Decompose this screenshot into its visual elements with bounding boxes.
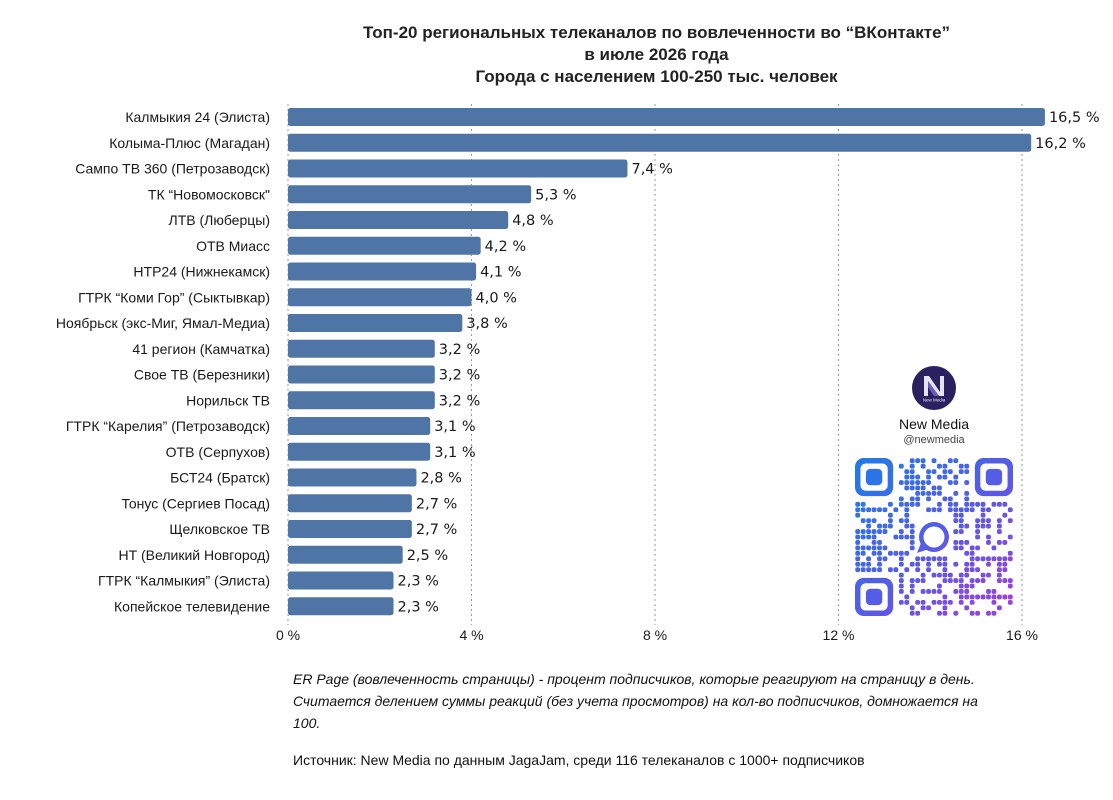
logo-text: New Media: [923, 398, 946, 403]
x-tick-label: 0 %: [276, 627, 300, 643]
value-label: 7,4 %: [631, 162, 672, 178]
category-label: ГТРК “Коми Гор” (Сыктывкар): [78, 289, 270, 305]
value-label: 2,7 %: [416, 496, 457, 512]
er-page-note: ER Page (вовлеченность страницы) - проце…: [293, 668, 1023, 734]
chart-title-line: в июле 2026 года: [584, 45, 729, 64]
value-label: 2,5 %: [407, 548, 448, 564]
bar[interactable]: [288, 185, 532, 204]
category-label: ТК “Новомосковск": [148, 186, 270, 202]
category-label: Копейское телевидение: [114, 598, 270, 614]
category-label: ГТРК “Калмыкия” (Элиста): [98, 573, 270, 589]
bar[interactable]: [288, 391, 435, 410]
category-label: ОТВ (Серпухов): [166, 444, 270, 460]
bar[interactable]: [288, 442, 431, 461]
category-label: Свое ТВ (Березники): [134, 367, 270, 383]
value-label: 4,1 %: [480, 265, 521, 281]
source-text: Источник: New Media по данным JagaJam, с…: [293, 752, 865, 768]
value-label: 16,5 %: [1049, 110, 1100, 126]
value-label: 4,0 %: [476, 290, 517, 306]
brand-card: New Media New Media @newmedia: [855, 364, 1013, 616]
bar[interactable]: [288, 571, 394, 590]
category-label: ГТРК “Карелия” (Петрозаводск): [66, 418, 270, 434]
category-label: Щелковское ТВ: [169, 521, 270, 537]
bar[interactable]: [288, 597, 394, 616]
category-label: НТ (Великий Новгород): [118, 547, 270, 563]
value-label: 3,1 %: [434, 445, 475, 461]
note-line: 100.: [293, 715, 321, 731]
bar[interactable]: [288, 108, 1045, 126]
note-line: ER Page (вовлеченность страницы) - проце…: [293, 671, 975, 687]
bar[interactable]: [288, 520, 412, 538]
bar[interactable]: [288, 339, 435, 358]
bar[interactable]: [288, 236, 481, 255]
x-axis-tick-labels: 0 % 4 % 8 % 12 % 16 %: [276, 627, 1038, 643]
bar[interactable]: [288, 545, 403, 564]
chart-title-line: Топ-20 региональных телеканалов по вовле…: [362, 23, 951, 42]
value-label: 2,3 %: [398, 574, 439, 590]
value-label: 16,2 %: [1035, 136, 1086, 152]
value-label: 4,8 %: [512, 213, 553, 229]
bar[interactable]: [288, 417, 431, 435]
brand-name: New Media: [898, 416, 970, 432]
chart-subtitle: Города с населением 100-250 тыс. человек: [475, 67, 838, 86]
value-label: 3,8 %: [466, 316, 507, 332]
bar[interactable]: [288, 314, 463, 332]
value-label: 2,8 %: [420, 471, 461, 487]
x-tick-label: 8 %: [643, 627, 667, 643]
category-label: 41 регион (Камчатка): [132, 341, 270, 357]
chart-title: Топ-20 региональных телеканалов по вовле…: [0, 22, 1113, 88]
value-label: 3,2 %: [439, 368, 480, 384]
value-label: 3,2 %: [439, 393, 480, 409]
bar[interactable]: [288, 159, 628, 178]
x-tick-label: 12 %: [823, 627, 855, 643]
category-label: БСТ24 (Братск): [170, 470, 270, 486]
bar[interactable]: [288, 288, 472, 307]
value-labels: 16,5 % 16,2 % 7,4 % 5,3 % 4,8 % 4,2 % 4,1 % 4,0…: [398, 110, 1100, 615]
qr-code-icon[interactable]: [855, 458, 1013, 616]
note-line: Считается делением суммы реакций (без уч…: [293, 693, 978, 709]
bar[interactable]: [288, 468, 417, 487]
brand-handle: @newmedia: [903, 434, 965, 446]
bar[interactable]: [288, 365, 435, 384]
category-label: Калмыкия 24 (Элиста): [125, 109, 270, 125]
category-label: Сампо ТВ 360 (Петрозаводск): [75, 161, 270, 177]
category-label: ЛТВ (Люберцы): [169, 212, 271, 228]
x-tick-label: 4 %: [459, 627, 483, 643]
category-label: Норильск ТВ: [186, 392, 270, 408]
bars: [288, 108, 1045, 616]
value-label: 2,7 %: [416, 522, 457, 538]
bar-chart: Калмыкия 24 (Элиста) Колыма-Плюс (Магадан…: [56, 104, 1100, 643]
new-media-logo-icon: New Media: [912, 366, 956, 410]
bar[interactable]: [288, 133, 1032, 152]
bar[interactable]: [288, 494, 412, 513]
category-label: Тонус (Сергиев Посад): [121, 495, 270, 511]
category-labels: Калмыкия 24 (Элиста) Колыма-Плюс (Магадан…: [56, 109, 270, 614]
category-label: НТР24 (Нижнекамск): [133, 264, 270, 280]
category-label: Колыма-Плюс (Магадан): [109, 135, 270, 151]
value-label: 3,2 %: [439, 342, 480, 358]
value-label: 5,3 %: [535, 187, 576, 203]
value-label: 2,3 %: [398, 599, 439, 615]
category-label: Ноябрьск (экс-Миг, Ямал-Медиа): [56, 315, 270, 331]
bar[interactable]: [288, 211, 509, 229]
value-label: 4,2 %: [485, 239, 526, 255]
category-label: ОТВ Миасс: [196, 238, 270, 254]
value-label: 3,1 %: [434, 419, 475, 435]
bar[interactable]: [288, 262, 477, 281]
x-tick-label: 16 %: [1006, 627, 1038, 643]
